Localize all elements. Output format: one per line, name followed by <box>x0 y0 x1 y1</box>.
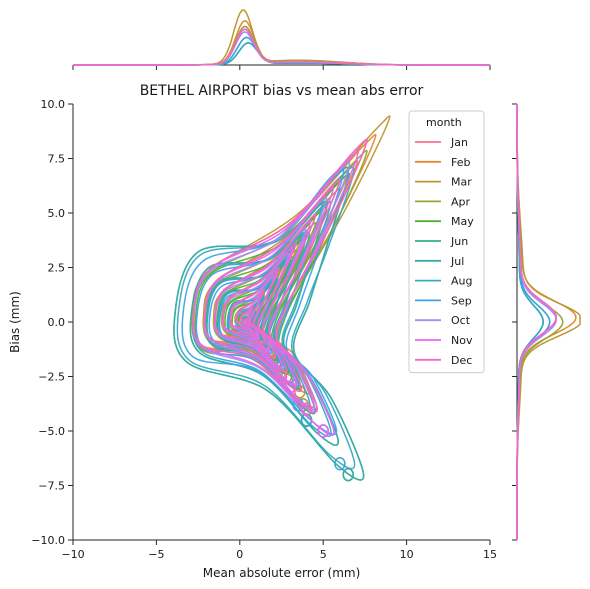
legend-label: Oct <box>451 314 471 327</box>
legend-label: Aug <box>451 275 472 288</box>
legend-label: Mar <box>451 176 472 189</box>
y-tick-label: −10.0 <box>31 534 65 547</box>
contour-line <box>240 304 255 325</box>
x-tick-label: −10 <box>61 548 84 561</box>
contour-line <box>176 166 356 470</box>
right-marginal-ticks <box>512 103 517 541</box>
legend-label: Sep <box>451 294 472 307</box>
contour-line <box>222 252 290 369</box>
contour-series-dec <box>192 138 368 416</box>
y-axis-label: Bias (mm) <box>8 291 22 353</box>
main-plot-axes: −10 −5 0 5 10 15 −10.0 −7.5 −5.0 −2.5 0.0 2.5 5.0 7.… <box>8 83 497 580</box>
top-marginal-kde <box>72 9 491 70</box>
legend-label: Jul <box>450 255 464 268</box>
top-marginal-curve-dec <box>73 28 490 66</box>
legend-entry: Aug <box>415 275 472 288</box>
x-tick-label: 5 <box>320 548 327 561</box>
legend-entry: Jun <box>415 235 468 248</box>
y-tick-label: 0.0 <box>48 316 66 329</box>
y-tick-label: 7.5 <box>48 153 66 166</box>
legend-label: Jan <box>450 136 468 149</box>
contour-tail-loop <box>334 456 346 471</box>
legend-entries: Jan Feb Mar Apr May Jun Jul Aug Sep Oct Nov Dec <box>415 136 474 367</box>
top-marginal-curves <box>73 9 490 66</box>
legend-entry: Apr <box>415 195 471 208</box>
legend-entry: Oct <box>415 314 471 327</box>
right-marginal-curve-dec <box>516 104 558 540</box>
x-axis-label: Mean absolute error (mm) <box>203 566 361 580</box>
x-tick-label: 0 <box>236 548 243 561</box>
kde-contours <box>173 115 391 482</box>
legend-entry: Jan <box>415 136 468 149</box>
x-tick-label: 15 <box>483 548 497 561</box>
legend-label: Apr <box>451 195 471 208</box>
right-marginal-kde <box>512 103 581 541</box>
legend: month Jan Feb Mar Apr May Jun Jul Aug Sep Oct Nov D… <box>408 110 485 374</box>
x-tick-label: 10 <box>400 548 414 561</box>
contour-line <box>203 177 341 393</box>
legend-entry: Jul <box>415 255 464 268</box>
contour-line <box>214 227 307 388</box>
y-tick-label: 10.0 <box>41 98 66 111</box>
legend-box <box>408 110 485 374</box>
contour-line <box>222 241 297 359</box>
contour-line <box>229 266 280 345</box>
contour-line <box>229 274 275 353</box>
contour-line <box>208 231 304 388</box>
legend-entry: Mar <box>415 176 472 189</box>
legend-label: May <box>451 215 474 228</box>
legend-label: Feb <box>451 156 470 169</box>
legend-entry: Sep <box>415 294 472 307</box>
legend-label: Nov <box>451 334 473 347</box>
y-tick-label: 2.5 <box>48 262 66 275</box>
y-axis-ticks: −10.0 −7.5 −5.0 −2.5 0.0 2.5 5.0 7.5 10.0 <box>31 98 73 547</box>
legend-entry: Feb <box>415 156 470 169</box>
contour-tail-loop <box>300 402 313 416</box>
legend-label: Jun <box>450 235 468 248</box>
y-tick-label: −2.5 <box>38 371 65 384</box>
right-marginal-curves <box>516 104 581 540</box>
legend-entry: Dec <box>415 354 472 367</box>
contour-line <box>235 288 266 334</box>
contour-tail-loop <box>275 369 288 384</box>
y-tick-label: 5.0 <box>48 207 66 220</box>
contour-line <box>214 213 317 374</box>
legend-label: Dec <box>451 354 472 367</box>
x-tick-label: −5 <box>148 548 164 561</box>
y-tick-label: −7.5 <box>38 480 65 493</box>
y-tick-label: −5.0 <box>38 425 65 438</box>
contour-tail-loop <box>317 424 329 438</box>
x-axis-ticks: −10 −5 0 5 10 15 <box>61 540 497 561</box>
chart-title: BETHEL AIRPORT bias vs mean abs error <box>140 83 424 99</box>
top-marginal-ticks <box>72 65 491 70</box>
legend-entry: May <box>415 215 474 228</box>
legend-title: month <box>426 116 462 129</box>
legend-entry: Nov <box>415 334 473 347</box>
